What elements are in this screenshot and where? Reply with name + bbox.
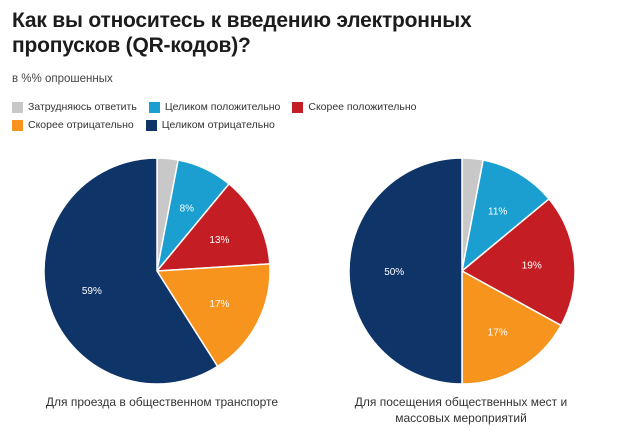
legend-swatch-rather-negative (12, 119, 23, 131)
legend-row-1: Затрудняюсь ответить Целиком положительн… (12, 98, 492, 116)
legend: Затрудняюсь ответить Целиком положительн… (12, 98, 492, 134)
legend-label-fully-positive: Целиком положительно (164, 101, 281, 113)
pie-1-label-fully-positive: 11% (488, 207, 507, 218)
pie-1-slice-fully-positive (460, 159, 551, 273)
legend-label-rather-positive: Скорее положительно (308, 101, 417, 113)
pie-chart-transport: 8% 13% 17% 59% (43, 157, 271, 385)
pie-1-label-rather-negative: 17% (488, 327, 508, 338)
legend-label-undecided: Затрудняюсь ответить (28, 101, 137, 113)
legend-swatch-undecided (12, 101, 23, 113)
pie-0-label-rather-positive: 13% (209, 235, 229, 246)
chart-subtitle: в %% опрошенных (12, 73, 113, 85)
pie-0-label-fully-positive: 8% (180, 204, 195, 215)
legend-swatch-fully-negative (145, 119, 157, 131)
legend-item-fully-positive: Целиком положительно (148, 101, 281, 113)
pie-0-slice-fully-negative (43, 157, 219, 385)
pie-0-slice-rather-positive (155, 182, 271, 272)
pie-0-label-fully-negative: 59% (82, 286, 102, 297)
legend-label-fully-negative: Целиком отрицательно (161, 119, 275, 131)
pie-0-slice-rather-negative (155, 263, 271, 368)
legend-item-rather-negative: Скорее отрицательно (12, 119, 134, 131)
legend-item-rather-positive: Скорее положительно (292, 101, 417, 113)
pie-1-slice-rather-negative (461, 269, 563, 385)
pie-1-slice-fully-negative (348, 157, 463, 385)
legend-row-2: Скорее отрицательно Целиком отрицательно (12, 116, 492, 134)
pie-1-slice-rather-positive (460, 197, 576, 327)
caption-public-places: Для посещения общественных мест и массов… (354, 395, 568, 425)
pie-0-label-rather-negative: 17% (209, 299, 229, 310)
pie-chart-public-places: 11% 19% 17% 50% (348, 157, 576, 385)
chart-title: Как вы относитесь к введению электронных… (12, 9, 472, 57)
legend-item-fully-negative: Целиком отрицательно (145, 119, 275, 131)
pie-1-label-fully-negative: 50% (384, 267, 404, 278)
caption-transport: Для проезда в общественном транспорте (45, 395, 279, 409)
legend-swatch-rather-positive (292, 101, 304, 113)
legend-item-undecided: Затрудняюсь ответить (12, 101, 137, 113)
pie-1-label-rather-positive: 19% (522, 260, 542, 271)
legend-swatch-fully-positive (148, 101, 160, 113)
legend-label-rather-negative: Скорее отрицательно (28, 119, 134, 131)
